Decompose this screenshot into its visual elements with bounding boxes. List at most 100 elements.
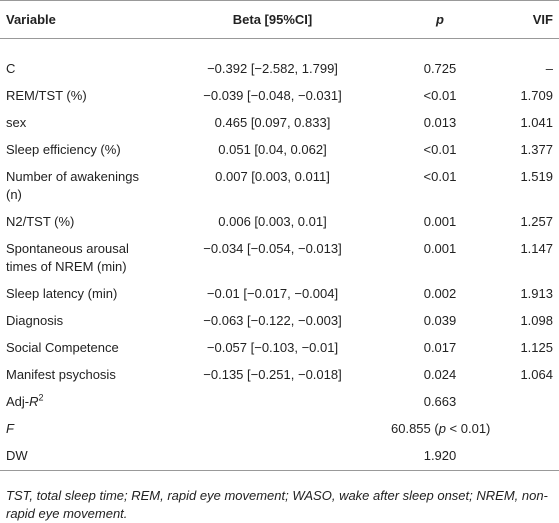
table-cell: <0.01 bbox=[423, 88, 457, 103]
table-cell: 0.002 bbox=[423, 286, 457, 301]
cell-text: N2/TST (%) bbox=[6, 214, 75, 229]
table-cell: Social Competence bbox=[0, 330, 160, 357]
table-cell: 1.041 bbox=[520, 115, 553, 130]
cell-text: Spontaneous arousal times of NREM (min) bbox=[6, 241, 129, 274]
table-cell: 0.663 bbox=[423, 394, 457, 409]
table-cell: −0.057 [−0.103, −0.01] bbox=[206, 340, 339, 355]
table-cell: <0.01 bbox=[423, 169, 457, 184]
table-cell: −0.039 [−0.048, −0.031] bbox=[203, 88, 342, 103]
text-part: Adj- bbox=[6, 394, 30, 409]
table-cell: – bbox=[545, 61, 553, 76]
table-cell: Spontaneous arousal times of NREM (min) bbox=[0, 231, 160, 276]
table-row: Sleep efficiency (%) 0.051 [0.04, 0.062] <… bbox=[0, 132, 559, 159]
text-part: R bbox=[29, 394, 39, 409]
table-cell: 0.039 bbox=[423, 313, 457, 328]
header-cell: VIF bbox=[532, 11, 553, 27]
cell-text: Sleep latency (min) bbox=[6, 286, 118, 301]
table-cell bbox=[160, 438, 385, 471]
table-cell: 1.519 bbox=[520, 169, 553, 184]
table-cell bbox=[160, 411, 385, 438]
table-row: Sleep latency (min) −0.01 [−0.017, −0.004… bbox=[0, 276, 559, 303]
results-table: Variable Beta [95%CI] p VIF C −0.392 [−2.582… bbox=[0, 0, 559, 471]
table-cell: 0.013 bbox=[423, 115, 457, 130]
table-cell: 1.125 bbox=[520, 340, 553, 355]
table-cell: F bbox=[0, 411, 160, 438]
table-cell: 1.064 bbox=[520, 367, 553, 382]
table-cell: 1.913 bbox=[520, 286, 553, 301]
table-cell: −0.01 [−0.017, −0.004] bbox=[206, 286, 339, 301]
table-cell: 0.006 [0.003, 0.01] bbox=[218, 214, 327, 229]
text-part: F bbox=[6, 421, 14, 436]
table-cell: 1.709 bbox=[520, 88, 553, 103]
text-part: < 0.01) bbox=[445, 421, 491, 436]
cell-text: REM/TST (%) bbox=[6, 88, 87, 103]
table-cell: 1.147 bbox=[520, 241, 553, 256]
header-cell: p bbox=[436, 11, 444, 27]
table-cell: <0.01 bbox=[423, 142, 457, 157]
table-cell: REM/TST (%) bbox=[0, 78, 160, 105]
table-cell: 0.001 bbox=[423, 214, 457, 229]
table-cell: N2/TST (%) bbox=[0, 204, 160, 231]
table-row: Number of awakenings (n) 0.007 [0.003, 0.… bbox=[0, 159, 559, 204]
cell-text: sex bbox=[6, 115, 27, 130]
table-cell: 0.725 bbox=[423, 61, 457, 76]
table-cell: 1.920 bbox=[423, 448, 457, 463]
table-cell: Sleep efficiency (%) bbox=[0, 132, 160, 159]
cell-text: Manifest psychosis bbox=[6, 367, 116, 382]
table-cell: 0.465 [0.097, 0.833] bbox=[214, 115, 331, 130]
table-cell: Manifest psychosis bbox=[0, 357, 160, 384]
table-row: Adj-R2 0.663 bbox=[0, 384, 559, 411]
table-row: N2/TST (%) 0.006 [0.003, 0.01] 0.001 1.257 bbox=[0, 204, 559, 231]
cell-text: Social Competence bbox=[6, 340, 119, 355]
table-cell: 0.007 [0.003, 0.011] bbox=[215, 169, 330, 184]
table-row: Diagnosis −0.063 [−0.122, −0.003] 0.039 1.0… bbox=[0, 303, 559, 330]
table-header: Variable Beta [95%CI] p VIF bbox=[0, 0, 559, 39]
table-cell: Sleep latency (min) bbox=[0, 276, 160, 303]
table-cell: Adj-R2 bbox=[0, 384, 160, 411]
table-cell: 1.377 bbox=[520, 142, 553, 157]
text-part: p bbox=[438, 421, 446, 436]
table-cell: 0.051 [0.04, 0.062] bbox=[218, 142, 327, 157]
cell-text: Diagnosis bbox=[6, 313, 64, 328]
cell-text: Number of awakenings (n) bbox=[6, 169, 139, 202]
table-row: C −0.392 [−2.582, 1.799] 0.725 – bbox=[0, 39, 559, 79]
table-cell: −0.135 [−0.251, −0.018] bbox=[203, 367, 342, 382]
table-cell bbox=[495, 384, 559, 411]
footnote: TST, total sleep time; REM, rapid eye mo… bbox=[6, 488, 548, 521]
table-cell: −0.063 [−0.122, −0.003] bbox=[203, 313, 342, 328]
table-cell: 1.257 bbox=[520, 214, 553, 229]
table-body: C −0.392 [−2.582, 1.799] 0.725 – REM/TST (%)… bbox=[0, 39, 559, 471]
text-part: 60.855 ( bbox=[391, 421, 439, 436]
table-cell: C bbox=[0, 39, 160, 79]
table-cell: −0.034 [−0.054, −0.013] bbox=[203, 241, 342, 256]
table-row: Social Competence −0.057 [−0.103, −0.01] 0… bbox=[0, 330, 559, 357]
table-cell: 0.024 bbox=[423, 367, 457, 382]
table-cell: −0.392 [−2.582, 1.799] bbox=[207, 61, 338, 76]
table-cell: 0.001 bbox=[423, 241, 457, 256]
table-cell: Diagnosis bbox=[0, 303, 160, 330]
table-row: Spontaneous arousal times of NREM (min) −… bbox=[0, 231, 559, 276]
header-cell: Variable bbox=[6, 11, 56, 27]
table-cell: Number of awakenings (n) bbox=[0, 159, 160, 204]
table-cell: sex bbox=[0, 105, 160, 132]
table-cell bbox=[495, 438, 559, 471]
cell-text: DW bbox=[6, 448, 28, 463]
table-cell bbox=[160, 384, 385, 411]
table-cell: 0.017 bbox=[423, 340, 457, 355]
header-cell: Beta [95%CI] bbox=[232, 11, 313, 27]
table-row: DW 1.920 bbox=[0, 438, 559, 471]
table-cell bbox=[495, 411, 559, 438]
table-row: sex 0.465 [0.097, 0.833] 0.013 1.041 bbox=[0, 105, 559, 132]
text-part: 2 bbox=[38, 392, 44, 403]
table-cell: 60.855 (p < 0.01) bbox=[385, 411, 495, 438]
table-cell: DW bbox=[0, 438, 160, 471]
cell-text: F bbox=[6, 420, 152, 438]
table-row: Manifest psychosis −0.135 [−0.251, −0.018… bbox=[0, 357, 559, 384]
table-row: F 60.855 (p < 0.01) bbox=[0, 411, 559, 438]
cell-text: Sleep efficiency (%) bbox=[6, 142, 121, 157]
header-row: Variable Beta [95%CI] p VIF bbox=[0, 0, 559, 39]
table-row: REM/TST (%) −0.039 [−0.048, −0.031] <0.01 1… bbox=[0, 78, 559, 105]
table-cell: 1.098 bbox=[520, 313, 553, 328]
cell-text: C bbox=[6, 61, 16, 76]
